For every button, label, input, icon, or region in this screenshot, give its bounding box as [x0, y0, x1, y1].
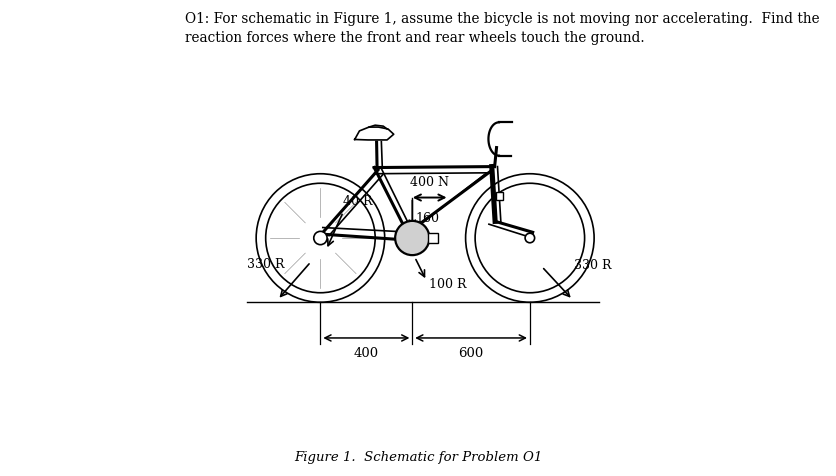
Circle shape	[525, 233, 534, 243]
Bar	[496, 192, 503, 200]
Polygon shape	[354, 127, 394, 140]
Text: 600: 600	[458, 347, 484, 360]
Text: 330 R: 330 R	[247, 258, 284, 271]
Text: 100 R: 100 R	[429, 278, 466, 291]
Text: 40 R: 40 R	[344, 195, 373, 208]
Text: Figure 1.  Schematic for Problem O1: Figure 1. Schematic for Problem O1	[294, 451, 542, 464]
Bar	[428, 233, 437, 243]
Text: 330 R: 330 R	[573, 259, 611, 272]
Circle shape	[314, 231, 327, 245]
Text: 400 N: 400 N	[410, 176, 449, 189]
Circle shape	[395, 221, 430, 255]
Text: O1: For schematic in Figure 1, assume the bicycle is not moving nor accelerating: O1: For schematic in Figure 1, assume th…	[185, 12, 819, 26]
Text: 160: 160	[415, 212, 440, 225]
Text: reaction forces where the front and rear wheels touch the ground.: reaction forces where the front and rear…	[185, 31, 645, 45]
Text: 400: 400	[354, 347, 379, 360]
